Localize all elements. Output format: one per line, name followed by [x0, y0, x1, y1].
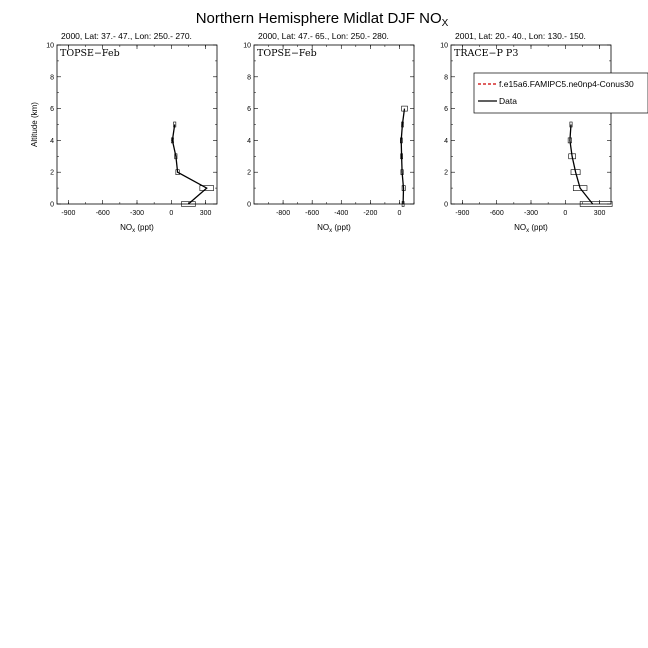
y-tick-label: 4	[444, 138, 448, 145]
panel-title: 2000, Lat: 37.- 47., Lon: 250.- 270.	[61, 31, 192, 41]
x-tick-label: -300	[130, 210, 144, 217]
figure-title-subscript: X	[442, 18, 449, 29]
x-axis-label-unit: (ppt)	[332, 223, 351, 232]
data-range-box	[199, 185, 214, 191]
x-tick-label: -200	[363, 210, 377, 217]
x-axis-label-main: NO	[514, 223, 526, 232]
x-tick-label: -600	[96, 210, 110, 217]
x-tick-label: 0	[169, 210, 173, 217]
y-tick-label: 10	[243, 43, 251, 50]
y-tick-label: 8	[247, 74, 251, 81]
panel-title: 2000, Lat: 47.- 65., Lon: 250.- 280.	[258, 31, 389, 41]
data-range-box	[181, 201, 196, 207]
y-tick-label: 4	[50, 138, 54, 145]
x-axis-label-unit: (ppt)	[529, 223, 548, 232]
x-axis-label-unit: (ppt)	[135, 223, 154, 232]
x-tick-label: -800	[276, 210, 290, 217]
x-axis-label-subscript: x	[132, 228, 135, 234]
panel-2: 0 2 4 6 8 10 -800 -600 -400 -200 0 2000, Lat: 47.- …	[243, 31, 415, 234]
x-tick-label: -900	[455, 210, 469, 217]
figure-title-main: Northern Hemisphere Midlat DJF NO	[196, 10, 442, 27]
plot-frame	[253, 44, 415, 205]
y-tick-label: 10	[440, 43, 448, 50]
y-tick-label: 6	[444, 106, 448, 113]
y-tick-label: 6	[50, 106, 54, 113]
y-tick-label: 8	[444, 74, 448, 81]
data-range-box	[579, 201, 613, 207]
panel-corner-label: TRACE−P P3	[454, 48, 518, 59]
legend-data-label: Data	[499, 96, 517, 106]
panel-3: 0 2 4 6 8 10 -900 -600 -300 0 300 2001, Lat: 20.- 4…	[440, 31, 613, 234]
x-tick-label: 0	[563, 210, 567, 217]
y-axis-label: Altitude (km)	[30, 102, 39, 147]
x-axis-label: NOx (ppt)	[514, 223, 548, 234]
panel-1: 0 2 4 6 8 10 -900 -600 -300 0 300 2000, Lat: 37.- 4…	[30, 31, 218, 234]
panels: 0 2 4 6 8 10 -900 -600 -300 0 300 2000, Lat: 37.- 4…	[30, 31, 613, 234]
y-tick-label: 8	[50, 74, 54, 81]
x-tick-label: -600	[490, 210, 504, 217]
x-tick-label: 300	[200, 210, 212, 217]
x-tick-label: 300	[594, 210, 606, 217]
legend: f.e15a6.FAMIPC5.ne0np4-Conus30 Data	[473, 72, 648, 114]
figure-title: Northern Hemisphere Midlat DJF NOX	[196, 10, 449, 29]
x-tick-label: -400	[334, 210, 348, 217]
x-axis-label-subscript: x	[526, 228, 529, 234]
y-tick-label: 6	[247, 106, 251, 113]
x-axis-label-main: NO	[120, 223, 132, 232]
x-tick-label: -300	[524, 210, 538, 217]
x-axis-label: NOx (ppt)	[120, 223, 154, 234]
legend-model-label: f.e15a6.FAMIPC5.ne0np4-Conus30	[499, 79, 634, 89]
x-axis-label-subscript: x	[329, 228, 332, 234]
x-axis-label: NOx (ppt)	[317, 223, 351, 234]
panel-corner-label: TOPSE−Feb	[257, 48, 317, 59]
x-tick-label: -900	[61, 210, 75, 217]
x-tick-label: 0	[398, 210, 402, 217]
data-series-line	[569, 124, 594, 205]
y-tick-label: 2	[50, 170, 54, 177]
data-series-line	[171, 124, 208, 205]
y-tick-label: 0	[247, 202, 251, 209]
y-tick-label: 4	[247, 138, 251, 145]
data-range-box	[572, 185, 588, 191]
x-tick-label: -600	[305, 210, 319, 217]
y-tick-label: 0	[50, 202, 54, 209]
panel-corner-label: TOPSE−Feb	[60, 48, 120, 59]
y-tick-label: 2	[247, 170, 251, 177]
legend-box	[473, 72, 648, 114]
y-tick-label: 2	[444, 170, 448, 177]
y-tick-label: 10	[46, 43, 54, 50]
x-axis-label-main: NO	[317, 223, 329, 232]
panel-title: 2001, Lat: 20.- 40., Lon: 130.- 150.	[455, 31, 586, 41]
y-tick-label: 0	[444, 202, 448, 209]
data-series-line	[400, 108, 406, 205]
plot-frame	[450, 44, 612, 205]
